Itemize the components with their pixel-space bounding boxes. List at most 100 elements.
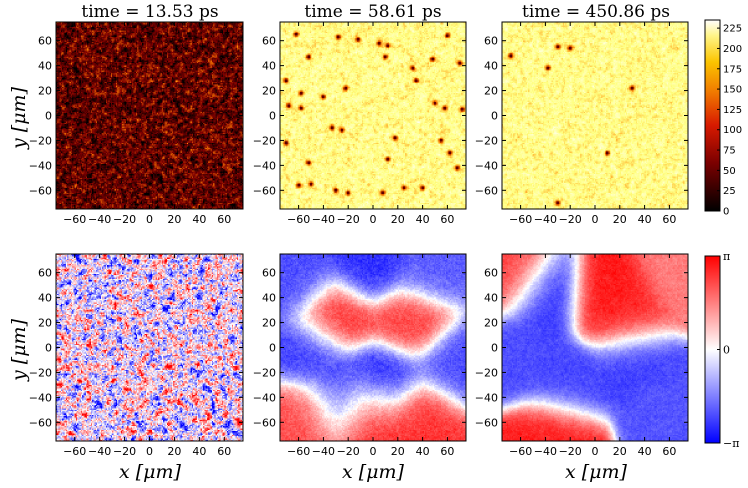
x-tick-label: 20 [391,213,405,226]
heatmap-phase-t2 [280,254,466,441]
x-tick-label: −40 [534,213,557,226]
x-tick-label: 40 [638,213,652,226]
x-tick-label: 20 [391,445,405,458]
y-tick-label: −20 [253,134,276,147]
x-tick-label: −40 [312,213,335,226]
x-tick-label: 0 [370,213,377,226]
y-tick-label: 60 [38,35,52,48]
x-tick-label: 0 [592,445,599,458]
colorbar-density-label: 25 [723,186,736,197]
y-tick-label: 20 [484,317,498,330]
x-tick-label: 60 [440,445,454,458]
y-tick-label: 60 [484,267,498,280]
x-tick-label: 0 [592,213,599,226]
x-tick-label: 20 [613,213,627,226]
title-density-t3: time = 450.86 ps [522,2,670,22]
y-tick-label: 40 [484,292,498,305]
heatmap-density-t2 [280,22,466,209]
y-tick-label: 0 [45,110,52,123]
colorbar-density-label: 100 [723,125,742,136]
x-tick-label: 60 [217,445,231,458]
y-tick-label: 60 [262,35,276,48]
y-tick-label: 0 [269,110,276,123]
x-tick-label: 40 [416,213,430,226]
xlabel-phase-t2: x [μm] [342,461,405,483]
colorbar-density-label: 150 [723,85,742,96]
heatmap-phase-t1 [56,254,243,441]
colorbar-density-label: 225 [723,24,742,35]
title-density-t2: time = 58.61 ps [304,2,441,22]
x-tick-label: −20 [337,445,360,458]
x-tick-label: −20 [113,445,136,458]
y-tick-label: −40 [475,391,498,404]
x-tick-label: 40 [192,445,206,458]
x-tick-label: −20 [337,213,360,226]
y-tick-label: 20 [262,85,276,98]
title-density-t1: time = 13.53 ps [81,2,218,22]
x-tick-label: −20 [559,213,582,226]
x-tick-label: 60 [662,213,676,226]
y-tick-label: 60 [38,267,52,280]
colorbar-density-label: 0 [723,207,729,218]
x-tick-label: −40 [88,213,111,226]
x-tick-label: 20 [613,445,627,458]
xlabel-phase-t3: x [μm] [565,461,628,483]
y-tick-label: −20 [475,366,498,379]
x-tick-label: −20 [113,213,136,226]
x-tick-label: 20 [167,213,181,226]
y-tick-label: 20 [38,85,52,98]
y-tick-label: 40 [262,60,276,73]
x-tick-label: −60 [287,213,310,226]
y-tick-label: −60 [475,184,498,197]
colorbar-phase-label: 0 [723,344,730,357]
y-tick-label: −40 [253,391,276,404]
x-tick-label: −20 [559,445,582,458]
y-tick-label: 0 [269,342,276,355]
y-tick-label: −60 [29,184,52,197]
x-tick-label: −60 [63,445,86,458]
x-tick-label: 40 [416,445,430,458]
y-tick-label: −40 [475,159,498,172]
colorbar-density-label: 200 [723,44,742,55]
heatmap-density-t1 [56,22,243,209]
colorbar-density-label: 75 [723,146,736,157]
colorbar-density-label: 175 [723,64,742,75]
y-tick-label: 0 [491,110,498,123]
y-tick-label: 40 [38,60,52,73]
y-tick-label: 20 [38,317,52,330]
x-tick-label: 0 [146,445,153,458]
y-tick-label: −20 [475,134,498,147]
heatmap-phase-t3 [502,254,688,441]
colorbar-density-label: 50 [723,166,736,177]
x-tick-label: 40 [192,213,206,226]
x-tick-label: −60 [287,445,310,458]
colorbar-phase-label: −π [723,437,739,450]
y-tick-label: 40 [38,292,52,305]
y-tick-label: −40 [253,159,276,172]
y-tick-label: −60 [29,416,52,429]
x-tick-label: 40 [638,445,652,458]
y-tick-label: 0 [45,342,52,355]
x-tick-label: 0 [146,213,153,226]
y-tick-label: −20 [29,134,52,147]
y-tick-label: −60 [253,184,276,197]
colorbar-density-label: 125 [723,105,742,116]
x-tick-label: −40 [534,445,557,458]
y-tick-label: −60 [475,416,498,429]
y-tick-label: 40 [262,292,276,305]
y-tick-label: 20 [484,85,498,98]
x-tick-label: 0 [370,445,377,458]
x-tick-label: −60 [509,445,532,458]
colorbar-ticks: 225 200 175 150 125 100 75 50 25 0 π 0 −π [717,24,742,450]
y-tick-label: 0 [491,342,498,355]
x-tick-label: 60 [662,445,676,458]
y-tick-label: 60 [262,267,276,280]
y-tick-label: −60 [253,416,276,429]
x-tick-label: 60 [217,213,231,226]
x-tick-label: 20 [167,445,181,458]
x-tick-label: −60 [509,213,532,226]
y-tick-label: 40 [484,60,498,73]
heatmap-density-t3 [502,22,688,209]
